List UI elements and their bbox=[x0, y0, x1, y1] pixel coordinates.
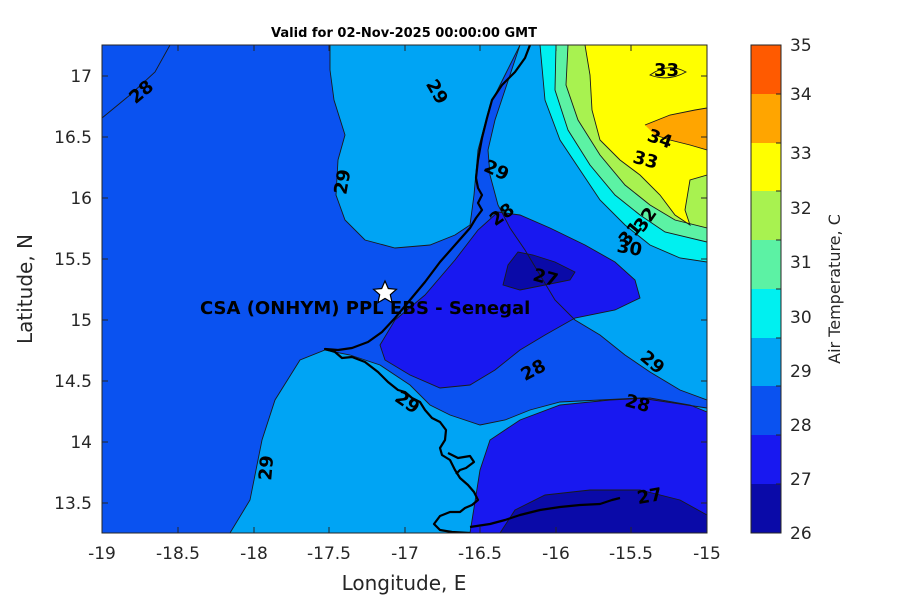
y-tick-label: 16 bbox=[70, 189, 92, 209]
colorbar-swatch bbox=[751, 338, 781, 386]
coastline bbox=[447, 452, 476, 475]
x-tick-label: -17.5 bbox=[307, 544, 351, 564]
station-label: CSA (ONHYM) PPL EBS - Senegal bbox=[200, 298, 530, 319]
contour-label: 29 bbox=[255, 454, 278, 481]
colorbar-tick: 29 bbox=[790, 362, 812, 382]
y-tick-label: 16.5 bbox=[54, 128, 92, 148]
y-tick-label: 15 bbox=[70, 311, 92, 331]
map-title: Valid for 02-Nov-2025 00:00:00 GMT bbox=[271, 26, 537, 41]
y-axis-label: Latitude, N bbox=[13, 234, 37, 344]
contour-label: 33 bbox=[654, 60, 679, 81]
band-34-35 bbox=[645, 108, 707, 150]
y-tick-label: 14.5 bbox=[54, 372, 92, 392]
colorbar-tick: 33 bbox=[790, 144, 812, 164]
colorbar-swatch bbox=[751, 94, 781, 143]
x-tick-label: -18 bbox=[240, 544, 268, 564]
contour-label: 27 bbox=[635, 484, 663, 509]
colorbar-swatch bbox=[751, 289, 781, 338]
contour-line bbox=[487, 45, 707, 401]
contour-line bbox=[379, 211, 641, 389]
contour-line bbox=[102, 45, 171, 119]
contour-line bbox=[229, 349, 707, 533]
x-tick-label: -16.5 bbox=[458, 544, 502, 564]
x-tick-label: -16 bbox=[542, 544, 570, 564]
contour-line bbox=[649, 67, 687, 79]
band-31-32 bbox=[555, 45, 707, 242]
colorbar-tick: 28 bbox=[790, 416, 812, 436]
x-tick-label: -19 bbox=[88, 544, 116, 564]
colorbar-tick: 27 bbox=[790, 470, 812, 490]
band-27-28-central bbox=[380, 212, 640, 388]
y-tick-label: 17 bbox=[70, 67, 92, 87]
colorbar-swatch bbox=[751, 191, 781, 240]
x-tick-label: -18.5 bbox=[156, 544, 200, 564]
contour-line bbox=[584, 45, 707, 227]
contour-label: 29 bbox=[330, 168, 355, 196]
contour-line bbox=[554, 45, 707, 243]
coastline bbox=[469, 496, 621, 529]
x-tick-label: -17 bbox=[391, 544, 419, 564]
colorbar-swatch bbox=[751, 240, 781, 289]
colorbar-tick: 26 bbox=[790, 524, 812, 544]
x-axis: -19 -18.5 -18 -17.5 -17 -16.5 -16 -15.5 … bbox=[88, 45, 721, 595]
star-icon bbox=[372, 279, 398, 304]
band-29-30-east bbox=[488, 45, 707, 400]
colorbar-swatch bbox=[751, 386, 781, 435]
y-axis: 17 16.5 16 15.5 15 14.5 14 13.5 Latitude… bbox=[13, 67, 707, 514]
colorbar-tick: 34 bbox=[790, 85, 812, 105]
contour-line bbox=[644, 107, 707, 151]
band-29-30-north bbox=[330, 45, 520, 248]
colorbar-swatch bbox=[751, 45, 781, 94]
band-30-31 bbox=[540, 45, 707, 262]
temperature-map: 28 29 29 29 28 27 33 34 33 32 31 30 29 2… bbox=[102, 45, 707, 533]
band-26-27-central bbox=[503, 252, 575, 290]
coastline bbox=[323, 45, 532, 533]
x-tick-label: -15 bbox=[693, 544, 721, 564]
contour-line bbox=[469, 397, 707, 533]
colorbar-swatch bbox=[751, 143, 781, 191]
colorbar-tick: 35 bbox=[790, 36, 812, 56]
contour-label: 30 bbox=[615, 236, 643, 261]
contour-line bbox=[499, 489, 707, 533]
x-axis-label: Longitude, E bbox=[342, 571, 467, 595]
colorbar: 35 34 33 32 31 30 29 28 27 26 Air Temper… bbox=[750, 36, 844, 544]
band-33-34 bbox=[585, 45, 707, 225]
contour-line bbox=[565, 45, 707, 229]
y-tick-label: 15.5 bbox=[54, 250, 92, 270]
colorbar-tick: 31 bbox=[790, 253, 812, 273]
y-tick-label: 14 bbox=[70, 433, 92, 453]
colorbar-label: Air Temperature, C bbox=[825, 214, 844, 364]
colorbar-tick: 30 bbox=[790, 308, 812, 328]
band-26-27-southeast bbox=[500, 490, 707, 533]
colorbar-swatch bbox=[751, 435, 781, 484]
contour-line bbox=[502, 251, 576, 291]
colorbar-swatch bbox=[751, 484, 781, 533]
contour-line bbox=[539, 45, 707, 263]
x-tick-label: -15.5 bbox=[609, 544, 653, 564]
y-tick-label: 13.5 bbox=[54, 494, 92, 514]
colorbar-tick: 32 bbox=[790, 199, 812, 219]
